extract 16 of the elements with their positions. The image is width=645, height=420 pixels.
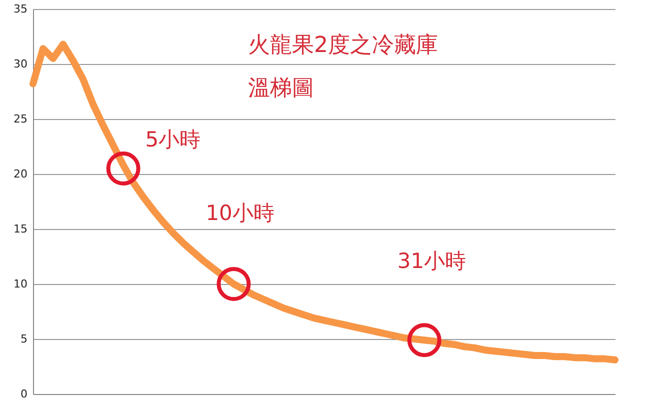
y-tick-label: 25 (14, 112, 28, 126)
annotation: 5小時 (145, 128, 201, 152)
point (216, 267, 251, 301)
text: 溫梯圖 (248, 76, 314, 101)
y-tick-label: 20 (14, 168, 28, 180)
y-tick-label: 15 (14, 222, 28, 236)
y-tick-label: 5 (20, 332, 28, 346)
annotation: 10小時 (206, 201, 274, 225)
text: 火龍果2度之冷藏庫 (248, 33, 438, 58)
annotation: 31小時 (397, 249, 466, 274)
y-tick-label: 30 (14, 58, 28, 70)
point (106, 152, 140, 186)
y-tick-label: 0 (20, 388, 28, 400)
point (407, 323, 442, 358)
y-tick-label: 10 (14, 278, 28, 290)
y-tick-label: 35 (14, 2, 28, 16)
